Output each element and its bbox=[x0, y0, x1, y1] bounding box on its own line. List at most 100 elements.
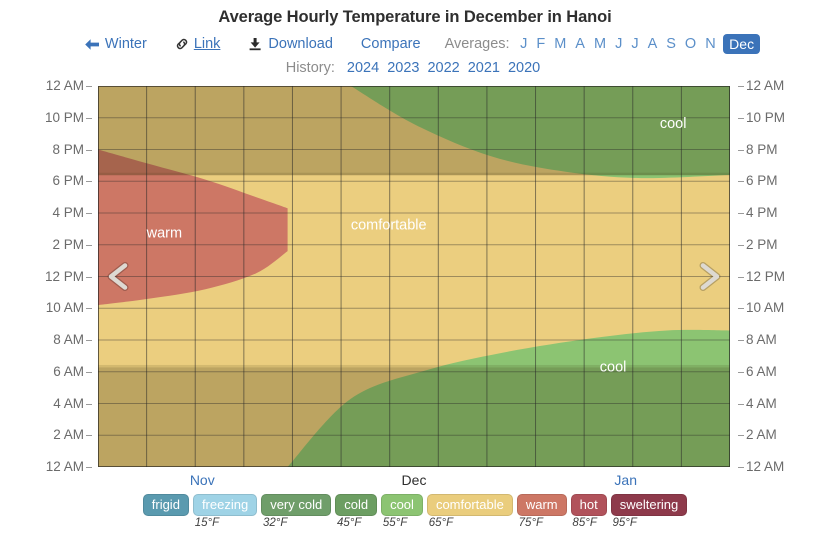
y-tick-mark bbox=[738, 86, 744, 87]
twilight-sunrise bbox=[98, 364, 730, 368]
y-tick-mark bbox=[86, 435, 92, 437]
y-tick-label: 2 AM bbox=[746, 427, 777, 443]
month-current-dec[interactable]: Dec bbox=[723, 34, 761, 54]
y-tick-label: 10 AM bbox=[746, 300, 785, 316]
band-label-comfortable-1: comfortable bbox=[351, 218, 427, 234]
legend-chip-comfortable: comfortable bbox=[426, 494, 513, 516]
history-year-2023[interactable]: 2023 bbox=[387, 60, 420, 76]
history-label: History: bbox=[285, 60, 335, 76]
y-tick-mark bbox=[738, 213, 744, 214]
month-1[interactable]: F bbox=[536, 36, 546, 52]
month-8[interactable]: S bbox=[666, 36, 676, 52]
legend: frigid freezing very cold cold cool comfortab… bbox=[0, 494, 830, 516]
legend-chip-freezing: freezing bbox=[192, 494, 258, 516]
x-axis: Nov Dec Jan bbox=[98, 470, 730, 492]
month-0[interactable]: J bbox=[520, 36, 528, 52]
month-4[interactable]: M bbox=[593, 36, 607, 52]
history-year-2020[interactable]: 2020 bbox=[507, 60, 541, 76]
x-tick-nov[interactable]: Nov bbox=[189, 472, 215, 488]
y-axis-right: 12 AM 10 PM 8 PM 6 PM 4 PM 2 PM 12 PM 10 AM 8 AM… bbox=[738, 79, 800, 474]
y-tick-label: 6 PM bbox=[746, 173, 778, 189]
y-tick-mark bbox=[86, 244, 92, 246]
y-tick-mark bbox=[86, 276, 92, 278]
y-tick-mark bbox=[738, 308, 744, 310]
link-label: Link bbox=[193, 36, 221, 52]
link-button[interactable]: Link bbox=[161, 36, 235, 52]
month-6[interactable]: J bbox=[631, 36, 639, 52]
y-tick-mark bbox=[738, 371, 744, 373]
y-tick-mark bbox=[738, 340, 744, 341]
legend-threshold-4: 65°F bbox=[428, 517, 454, 529]
y-tick-label: 12 AM bbox=[45, 459, 84, 474]
y-tick-label: 12 PM bbox=[44, 268, 84, 284]
legend-chip-hot: hot bbox=[570, 494, 607, 516]
legend-threshold-3: 55°F bbox=[382, 517, 408, 529]
y-tick-mark bbox=[738, 149, 744, 151]
plot-border bbox=[98, 86, 730, 467]
chevron-right-icon[interactable] bbox=[700, 263, 720, 290]
y-tick-mark bbox=[86, 371, 92, 373]
y-tick-label: 10 PM bbox=[44, 109, 84, 125]
back-winter-button[interactable]: Winter bbox=[70, 36, 161, 52]
download-button[interactable]: Download bbox=[234, 36, 347, 52]
legend-chip-warm: warm bbox=[516, 494, 567, 516]
band-label-cool-2: cool bbox=[660, 116, 687, 132]
month-10[interactable]: N bbox=[705, 36, 716, 52]
legend-temperature-scale: 15°F 32°F 45°F 55°F 65°F 75°F 85°F 95°F bbox=[0, 517, 830, 535]
legend-chip-sweltering: sweltering bbox=[610, 494, 688, 516]
y-tick-label: 8 PM bbox=[52, 141, 84, 157]
legend-chip-cold: cold bbox=[335, 494, 378, 516]
y-tick-label: 10 PM bbox=[746, 109, 786, 125]
y-tick-label: 4 AM bbox=[53, 395, 84, 411]
legend-chip-frigid: frigid bbox=[142, 494, 189, 516]
legend-threshold-2: 45°F bbox=[337, 517, 362, 529]
y-tick-label: 12 AM bbox=[746, 459, 785, 474]
chart-svg: warm comfortable cool cool bbox=[98, 86, 730, 467]
month-2[interactable]: M bbox=[554, 36, 567, 52]
x-tick-jan[interactable]: Jan bbox=[614, 472, 638, 488]
month-9[interactable]: O bbox=[684, 36, 697, 52]
twilight-sunset bbox=[98, 172, 730, 176]
legend-chip-cool: cool bbox=[381, 494, 423, 516]
y-tick-label: 12 PM bbox=[746, 268, 786, 284]
night-overlay-evening bbox=[98, 86, 730, 176]
y-tick-mark bbox=[86, 149, 92, 151]
chevron-left-icon[interactable] bbox=[108, 263, 128, 290]
y-tick-mark bbox=[738, 467, 744, 468]
band-label-warm-0: warm bbox=[146, 225, 182, 241]
arrow-left-icon bbox=[84, 38, 100, 51]
chart-plot-area[interactable]: warm comfortable cool cool bbox=[98, 86, 730, 467]
y-axis-left: 12 AM 10 PM 8 PM 6 PM 4 PM 2 PM 12 PM 10 AM 8 AM… bbox=[30, 79, 92, 474]
history-year-2021[interactable]: 2021 bbox=[467, 60, 500, 76]
y-tick-label: 10 AM bbox=[45, 300, 84, 316]
y-tick-mark bbox=[738, 435, 744, 437]
y-tick-label: 2 PM bbox=[52, 236, 84, 252]
y-tick-mark bbox=[86, 117, 92, 119]
y-tick-label: 6 AM bbox=[53, 363, 84, 379]
legend-chip-very-cold: very cold bbox=[261, 494, 332, 516]
y-tick-label: 6 AM bbox=[746, 363, 777, 379]
averages-label: Averages: bbox=[444, 36, 510, 52]
y-tick-label: 8 AM bbox=[53, 332, 84, 347]
link-icon bbox=[175, 37, 189, 51]
y-tick-label: 4 PM bbox=[52, 205, 84, 220]
month-5[interactable]: J bbox=[615, 36, 623, 52]
band-warm bbox=[98, 149, 288, 306]
month-3[interactable]: A bbox=[575, 36, 585, 52]
history-year-2022[interactable]: 2022 bbox=[427, 60, 460, 76]
month-7[interactable]: A bbox=[647, 36, 658, 52]
y-tick-mark bbox=[86, 403, 92, 405]
history-year-2024[interactable]: 2024 bbox=[346, 60, 380, 76]
y-tick-label: 12 AM bbox=[45, 78, 84, 93]
y-tick-mark bbox=[86, 213, 92, 214]
y-tick-mark bbox=[86, 340, 92, 341]
history-row: History: 2024 2023 2022 2021 2020 bbox=[0, 60, 830, 76]
y-tick-mark bbox=[86, 308, 92, 310]
y-tick-mark bbox=[86, 181, 92, 183]
y-tick-mark bbox=[738, 403, 744, 405]
compare-button[interactable]: Compare bbox=[347, 36, 435, 52]
band-cool-morning bbox=[287, 329, 730, 467]
download-icon bbox=[248, 37, 263, 51]
y-tick-mark bbox=[86, 467, 92, 468]
